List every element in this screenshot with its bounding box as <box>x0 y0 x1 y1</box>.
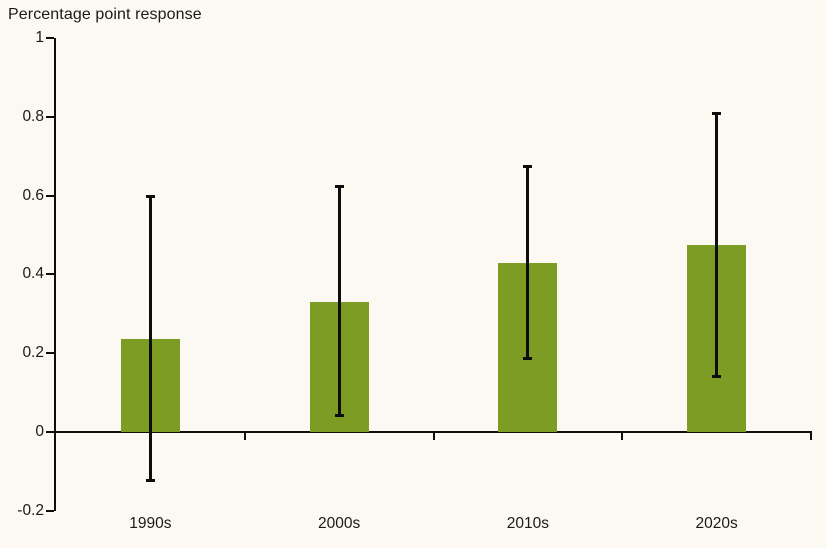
error-bar-cap-top <box>712 111 722 115</box>
y-axis-tick-label: 0.6 <box>22 186 44 204</box>
chart-title: Percentage point response <box>8 6 202 23</box>
error-bar-line <box>715 112 719 377</box>
y-axis-line <box>54 38 56 511</box>
y-axis-tick <box>46 194 54 197</box>
y-axis-tick-label: 0.8 <box>22 107 44 125</box>
y-axis-tick <box>46 509 54 512</box>
x-axis-tick <box>432 433 435 440</box>
error-bar-cap-top <box>334 184 344 188</box>
x-axis-category-label: 2010s <box>506 515 549 532</box>
y-axis-tick-label: 1 <box>35 29 44 46</box>
y-axis-tick <box>46 352 54 355</box>
y-axis-tick <box>46 273 54 276</box>
x-axis-tick <box>810 433 812 440</box>
error-bar-line <box>526 166 530 360</box>
error-bar-cap-bottom <box>145 479 155 483</box>
y-axis-tick-label: 0.2 <box>22 344 44 362</box>
x-axis-category-label: 1990s <box>129 515 172 532</box>
error-bar-cap-bottom <box>334 414 344 418</box>
x-axis-tick <box>243 433 246 440</box>
y-axis-tick <box>46 115 54 118</box>
y-axis-tick-label: -0.2 <box>17 501 44 519</box>
y-axis-tick-label: 0 <box>35 423 44 440</box>
error-bar-line <box>148 195 152 482</box>
x-axis-line <box>54 431 812 433</box>
y-axis-tick <box>46 431 54 433</box>
error-bar-cap-top <box>523 165 533 169</box>
x-axis-category-label: 2020s <box>695 515 738 532</box>
y-axis-tick <box>46 37 54 39</box>
x-axis-tick <box>621 433 624 440</box>
error-bar-cap-bottom <box>712 374 722 378</box>
x-axis-category-label: 2000s <box>318 515 361 532</box>
y-axis-tick-label: 0.4 <box>22 265 44 283</box>
error-bar-line <box>337 185 341 417</box>
error-bar-cap-bottom <box>523 357 533 361</box>
error-bar-cap-top <box>145 194 155 198</box>
